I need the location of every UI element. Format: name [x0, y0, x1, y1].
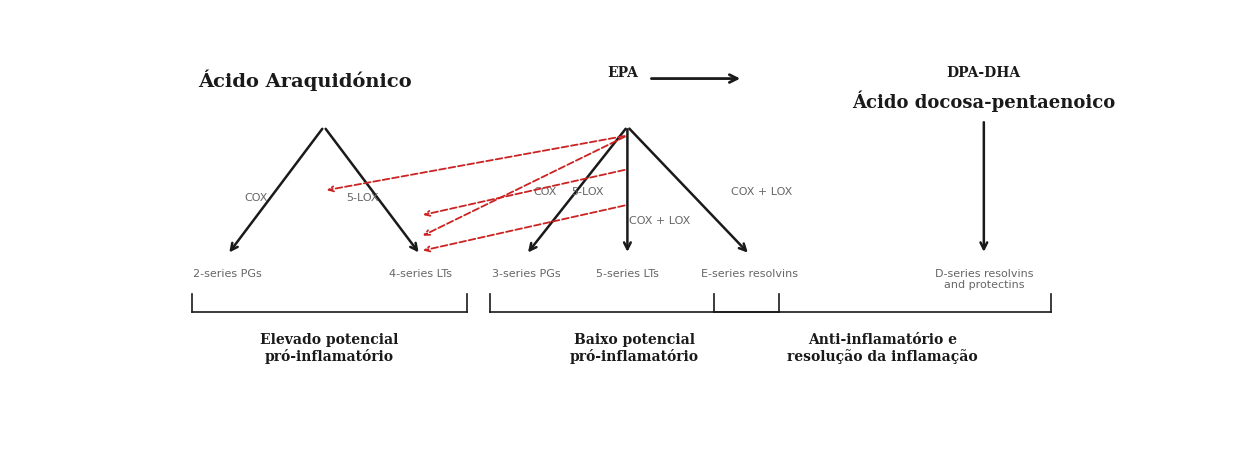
Text: 4-series LTs: 4-series LTs [389, 269, 451, 279]
Text: COX + LOX: COX + LOX [629, 216, 691, 226]
Text: COX: COX [533, 188, 557, 197]
Text: Ácido docosa-pentaenoico: Ácido docosa-pentaenoico [853, 91, 1115, 112]
Text: COX: COX [245, 193, 268, 203]
Text: Elevado potencial
pró-inflamatório: Elevado potencial pró-inflamatório [260, 333, 398, 365]
Text: 2-series PGs: 2-series PGs [193, 269, 262, 279]
Text: D-series resolvins
and protectins: D-series resolvins and protectins [935, 269, 1033, 291]
Text: COX + LOX: COX + LOX [731, 188, 793, 197]
Text: Baixo potencial
pró-inflamatório: Baixo potencial pró-inflamatório [569, 333, 699, 365]
Text: 5-LOX: 5-LOX [572, 188, 604, 197]
Text: DPA-DHA: DPA-DHA [947, 67, 1021, 80]
Text: E-series resolvins: E-series resolvins [701, 269, 798, 279]
Text: Ácido Araquidónico: Ácido Araquidónico [198, 69, 411, 91]
Text: 3-series PGs: 3-series PGs [492, 269, 561, 279]
Text: 5-series LTs: 5-series LTs [595, 269, 659, 279]
Text: EPA: EPA [607, 67, 638, 80]
Text: Anti-inflamatório e
resolução da inflamação: Anti-inflamatório e resolução da inflama… [787, 333, 978, 364]
Text: 5-LOX: 5-LOX [347, 193, 379, 203]
